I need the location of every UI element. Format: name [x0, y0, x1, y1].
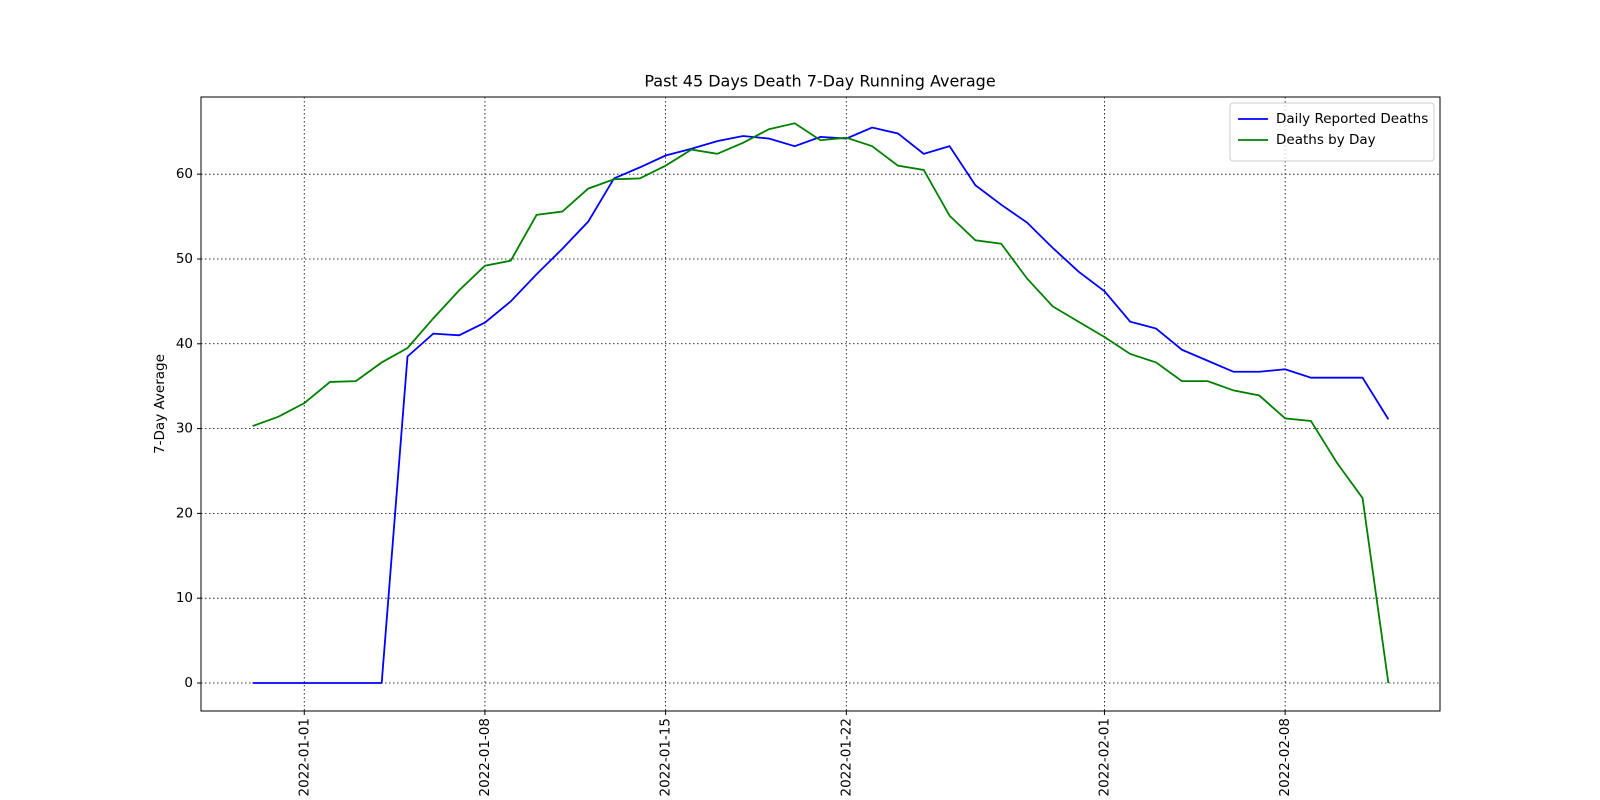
x-tick-label: 2022-02-08: [1277, 718, 1293, 796]
y-tick-label: 50: [176, 251, 193, 267]
y-axis-label: 7-Day Average: [152, 354, 168, 454]
y-tick-label: 20: [176, 505, 193, 521]
x-tick-label: 2022-01-01: [296, 718, 312, 796]
y-tick-label: 10: [176, 590, 193, 606]
plot-frame: [200, 96, 1441, 712]
y-tick-label: 30: [176, 421, 193, 437]
y-tick-label: 0: [184, 675, 193, 691]
x-tick-label: 2022-02-01: [1096, 718, 1112, 796]
x-tick-label: 2022-01-08: [477, 718, 493, 796]
chart-title: Past 45 Days Death 7-Day Running Average: [644, 72, 995, 91]
legend-label: Daily Reported Deaths: [1276, 111, 1428, 127]
x-tick-label: 2022-01-15: [658, 718, 674, 796]
y-tick-label: 40: [176, 336, 193, 352]
data-line: [252, 122, 1390, 684]
legend-box: [1229, 102, 1435, 162]
y-tick-label: 60: [176, 166, 193, 182]
legend: Daily Reported Deaths Deaths by Day: [1229, 102, 1435, 162]
legend-label: Deaths by Day: [1276, 132, 1376, 148]
data-line: [252, 126, 1390, 684]
x-tick-label: 2022-01-22: [838, 718, 854, 796]
